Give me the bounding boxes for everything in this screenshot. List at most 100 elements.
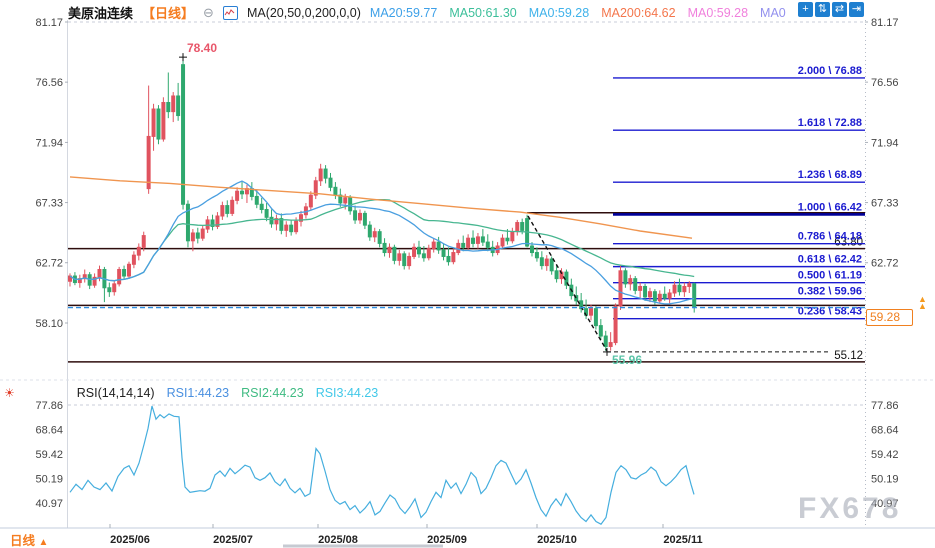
- candle-body: [294, 220, 299, 233]
- candle-body: [608, 342, 613, 347]
- ma-legend-item[interactable]: MA20:59.77: [369, 5, 438, 20]
- candle-body: [289, 224, 294, 233]
- pan-icon[interactable]: +: [798, 2, 813, 17]
- candle-body: [692, 283, 697, 308]
- candle-body: [338, 194, 343, 204]
- x-axis-label: 2025/08: [318, 534, 358, 546]
- ma-legend-item[interactable]: MA0: [760, 5, 786, 20]
- ma-legend-item[interactable]: MA50:61.30: [449, 5, 517, 20]
- candle-body: [510, 231, 515, 242]
- candle-body: [313, 180, 318, 196]
- candle-body: [230, 199, 235, 214]
- rsi-title[interactable]: RSI(14,14,14): [76, 386, 155, 400]
- ma-chart-icon[interactable]: [222, 5, 238, 20]
- ma-legend: MA20:59.77 MA50:61.30 MA0:59.28 MA200:64.62…: [370, 6, 786, 20]
- candle-body: [672, 284, 677, 294]
- candle-body: [475, 236, 480, 244]
- rsi-values: RSI1:44.23 RSI2:44.23 RSI3:44.23: [167, 386, 391, 400]
- high-price-annotation: 78.40: [187, 41, 217, 55]
- candle-body: [544, 258, 549, 267]
- rsi-axis-label-left: 59.42: [35, 449, 63, 461]
- x-axis-label: 2025/11: [663, 534, 702, 546]
- price-axis-label-left: 71.94: [35, 137, 63, 149]
- price-axis-label-left: 62.72: [35, 258, 63, 270]
- ma-legend-item[interactable]: MA200:64.62: [601, 5, 676, 20]
- candle-body: [643, 285, 648, 298]
- candle-body: [382, 242, 387, 254]
- candle-body: [141, 235, 146, 248]
- fit-x-axis-icon[interactable]: ⇄: [832, 2, 847, 17]
- candle-body: [534, 252, 539, 259]
- rsi-axis-label-right: 68.64: [871, 424, 899, 436]
- candle-body: [362, 212, 367, 226]
- fib-level-label: 1.000 \ 66.42: [798, 201, 862, 213]
- collapse-pane-icon[interactable]: ⇥: [849, 2, 864, 17]
- tab-daily[interactable]: 日线 ▲: [10, 534, 49, 548]
- fit-y-axis-icon[interactable]: ⇅: [815, 2, 830, 17]
- candle-body: [446, 255, 451, 263]
- candle-body: [628, 278, 633, 285]
- candle-body: [220, 205, 225, 217]
- fib-level-label: 2.000 \ 76.88: [798, 65, 862, 77]
- candle-body: [92, 276, 97, 286]
- ma-legend-item[interactable]: MA0:59.28: [528, 5, 590, 20]
- candle-body: [200, 228, 205, 239]
- candle-body: [426, 248, 431, 259]
- candle-body: [107, 287, 112, 293]
- candle-body: [539, 257, 544, 267]
- price-axis-label-left: 58.10: [35, 318, 63, 330]
- rsi-settings-icon[interactable]: ☀: [4, 386, 15, 400]
- rsi-axis-label-right: 50.19: [871, 474, 899, 486]
- candle-body: [235, 190, 240, 201]
- candle-body: [299, 214, 304, 222]
- rsi-axis-label-left: 68.64: [35, 424, 63, 436]
- collapse-indicator-icon[interactable]: ⊖: [203, 4, 214, 20]
- candle-body: [520, 222, 525, 231]
- candle-body: [461, 242, 466, 248]
- low-price-annotation: 55.96: [612, 353, 642, 367]
- candle-body: [308, 194, 313, 208]
- candle-body: [225, 205, 230, 214]
- price-axis-label-right: 71.94: [871, 137, 899, 149]
- price-axis-label-right: 62.72: [871, 258, 899, 270]
- price-axis-label-right: 67.33: [871, 198, 899, 210]
- ma-settings-label[interactable]: MA(20,50,0,200,0,0): [246, 5, 361, 20]
- x-axis-label: 2025/10: [537, 534, 577, 546]
- candle-body: [353, 210, 358, 221]
- candle-body: [500, 237, 505, 247]
- candle-body: [441, 249, 446, 257]
- rsi-legend-item[interactable]: RSI3:44.23: [315, 386, 379, 400]
- fib-level-label: 0.382 \ 59.96: [798, 286, 862, 298]
- candle-body: [530, 245, 535, 254]
- candle-body: [633, 278, 638, 291]
- fib-level-label: 0.500 \ 61.19: [798, 270, 862, 282]
- ma-legend-item[interactable]: MA0:59.28: [687, 5, 749, 20]
- candle-body: [240, 190, 245, 195]
- fib-level-label: 1.236 \ 68.89: [798, 169, 862, 181]
- candle-body: [284, 224, 289, 231]
- rsi-legend-item[interactable]: RSI1:44.23: [166, 386, 230, 400]
- candle-body: [667, 292, 672, 299]
- candle-body: [647, 291, 652, 298]
- candle-body: [652, 291, 657, 302]
- candle-body: [687, 283, 692, 287]
- rsi-axis-label-left: 50.19: [35, 474, 63, 486]
- candle-body: [421, 253, 426, 259]
- candle-body: [377, 231, 382, 244]
- candle-body: [549, 258, 554, 272]
- rsi-legend-item[interactable]: RSI2:44.23: [241, 386, 304, 400]
- candle-body: [618, 270, 623, 307]
- candle-body: [274, 218, 279, 225]
- candle-body: [412, 246, 417, 257]
- candle-body: [471, 237, 476, 244]
- candle-body: [210, 219, 215, 227]
- chart-header: 美原油连续 【日线】 ⊖ MA(20,50,0,200,0,0) MA20:59…: [68, 3, 786, 22]
- candle-body: [372, 231, 377, 238]
- period-tag[interactable]: 【日线】: [142, 6, 195, 21]
- candle-body: [662, 293, 667, 299]
- candle-body: [392, 246, 397, 261]
- candle-body: [122, 269, 127, 277]
- candle-body: [215, 215, 220, 227]
- tab-up-arrow-icon: ▲: [38, 537, 49, 548]
